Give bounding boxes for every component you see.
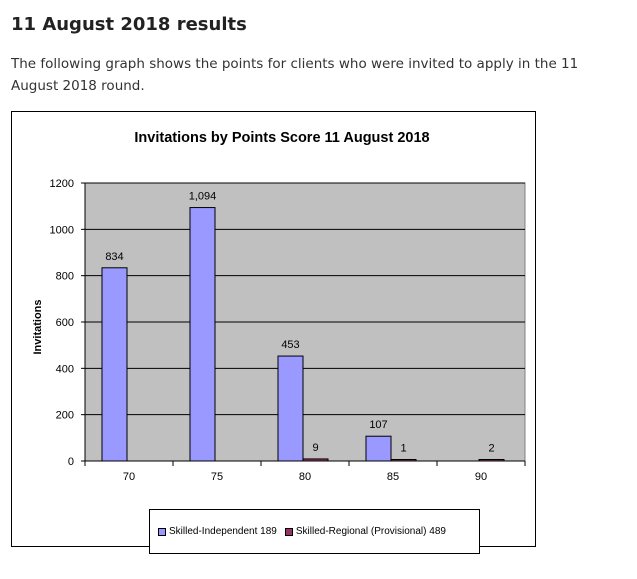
bar-regional [390, 459, 417, 462]
bar-independent [189, 207, 216, 462]
y-tick-label: 1000 [50, 224, 74, 236]
bar-regional [478, 459, 505, 462]
intro-paragraph: The following graph shows the points for… [11, 56, 579, 94]
y-axis-title: Invitations [32, 299, 44, 354]
legend-swatch-regional [284, 527, 293, 536]
legend-swatch-independent [158, 527, 166, 536]
invitations-chart: Invitations by Points Score 11 August 20… [32, 130, 526, 483]
page-title: 11 August 2018 results [11, 14, 247, 35]
legend-item-independent: Skilled-Independent 189 [158, 526, 277, 537]
data-label-independent: 834 [105, 251, 123, 263]
legend-item-regional: Skilled-Regional (Provisional) 489 [284, 526, 446, 537]
data-label-regional: 2 [488, 443, 494, 455]
data-label-independent: 1,094 [189, 191, 217, 203]
bar-independent [101, 267, 128, 462]
y-tick-label: 0 [68, 456, 74, 468]
data-label-regional: 9 [312, 442, 318, 454]
chart-container: Invitations by Points Score 11 August 20… [11, 111, 536, 554]
data-label-regional: 1 [400, 443, 406, 455]
x-tick-label: 75 [211, 471, 223, 483]
bar-independent [365, 435, 392, 462]
chart-title: Invitations by Points Score 11 August 20… [134, 130, 429, 146]
y-tick-label: 600 [56, 317, 74, 329]
y-tick-label: 400 [56, 363, 74, 375]
y-tick-label: 800 [56, 271, 74, 283]
chart-legend: Skilled-Independent 189 Skilled-Regional… [149, 509, 480, 554]
bar-regional [302, 458, 329, 462]
legend-label-independent: Skilled-Independent 189 [169, 526, 277, 537]
x-tick-label: 70 [123, 471, 135, 483]
y-tick-label: 200 [56, 410, 74, 422]
data-label-independent: 107 [369, 419, 387, 431]
x-tick-label: 85 [387, 471, 399, 483]
y-tick-label: 1200 [50, 178, 74, 190]
data-label-independent: 453 [281, 339, 299, 351]
x-tick-label: 90 [475, 471, 487, 483]
x-tick-label: 80 [299, 471, 311, 483]
legend-label-regional: Skilled-Regional (Provisional) 489 [295, 526, 446, 537]
bar-independent [277, 355, 304, 462]
